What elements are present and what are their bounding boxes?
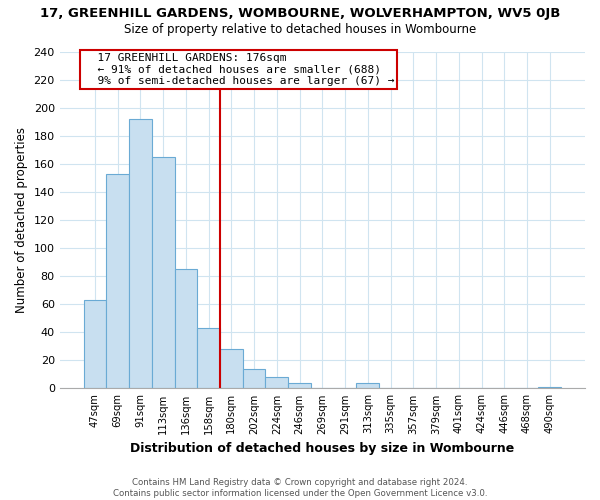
Bar: [265, 377, 288, 388]
Bar: [83, 300, 106, 388]
Text: Size of property relative to detached houses in Wombourne: Size of property relative to detached ho…: [124, 22, 476, 36]
Text: 17 GREENHILL GARDENS: 176sqm
  ← 91% of detached houses are smaller (688)
  9% o: 17 GREENHILL GARDENS: 176sqm ← 91% of de…: [83, 53, 394, 86]
Bar: [175, 269, 197, 388]
Bar: [356, 383, 379, 388]
Text: 17, GREENHILL GARDENS, WOMBOURNE, WOLVERHAMPTON, WV5 0JB: 17, GREENHILL GARDENS, WOMBOURNE, WOLVER…: [40, 8, 560, 20]
Bar: [220, 349, 243, 389]
Bar: [106, 174, 129, 388]
Bar: [243, 369, 265, 388]
Bar: [538, 387, 561, 388]
Bar: [152, 157, 175, 388]
Y-axis label: Number of detached properties: Number of detached properties: [15, 127, 28, 313]
X-axis label: Distribution of detached houses by size in Wombourne: Distribution of detached houses by size …: [130, 442, 514, 455]
Bar: [129, 119, 152, 388]
Bar: [197, 328, 220, 388]
Text: Contains HM Land Registry data © Crown copyright and database right 2024.
Contai: Contains HM Land Registry data © Crown c…: [113, 478, 487, 498]
Bar: [288, 383, 311, 388]
